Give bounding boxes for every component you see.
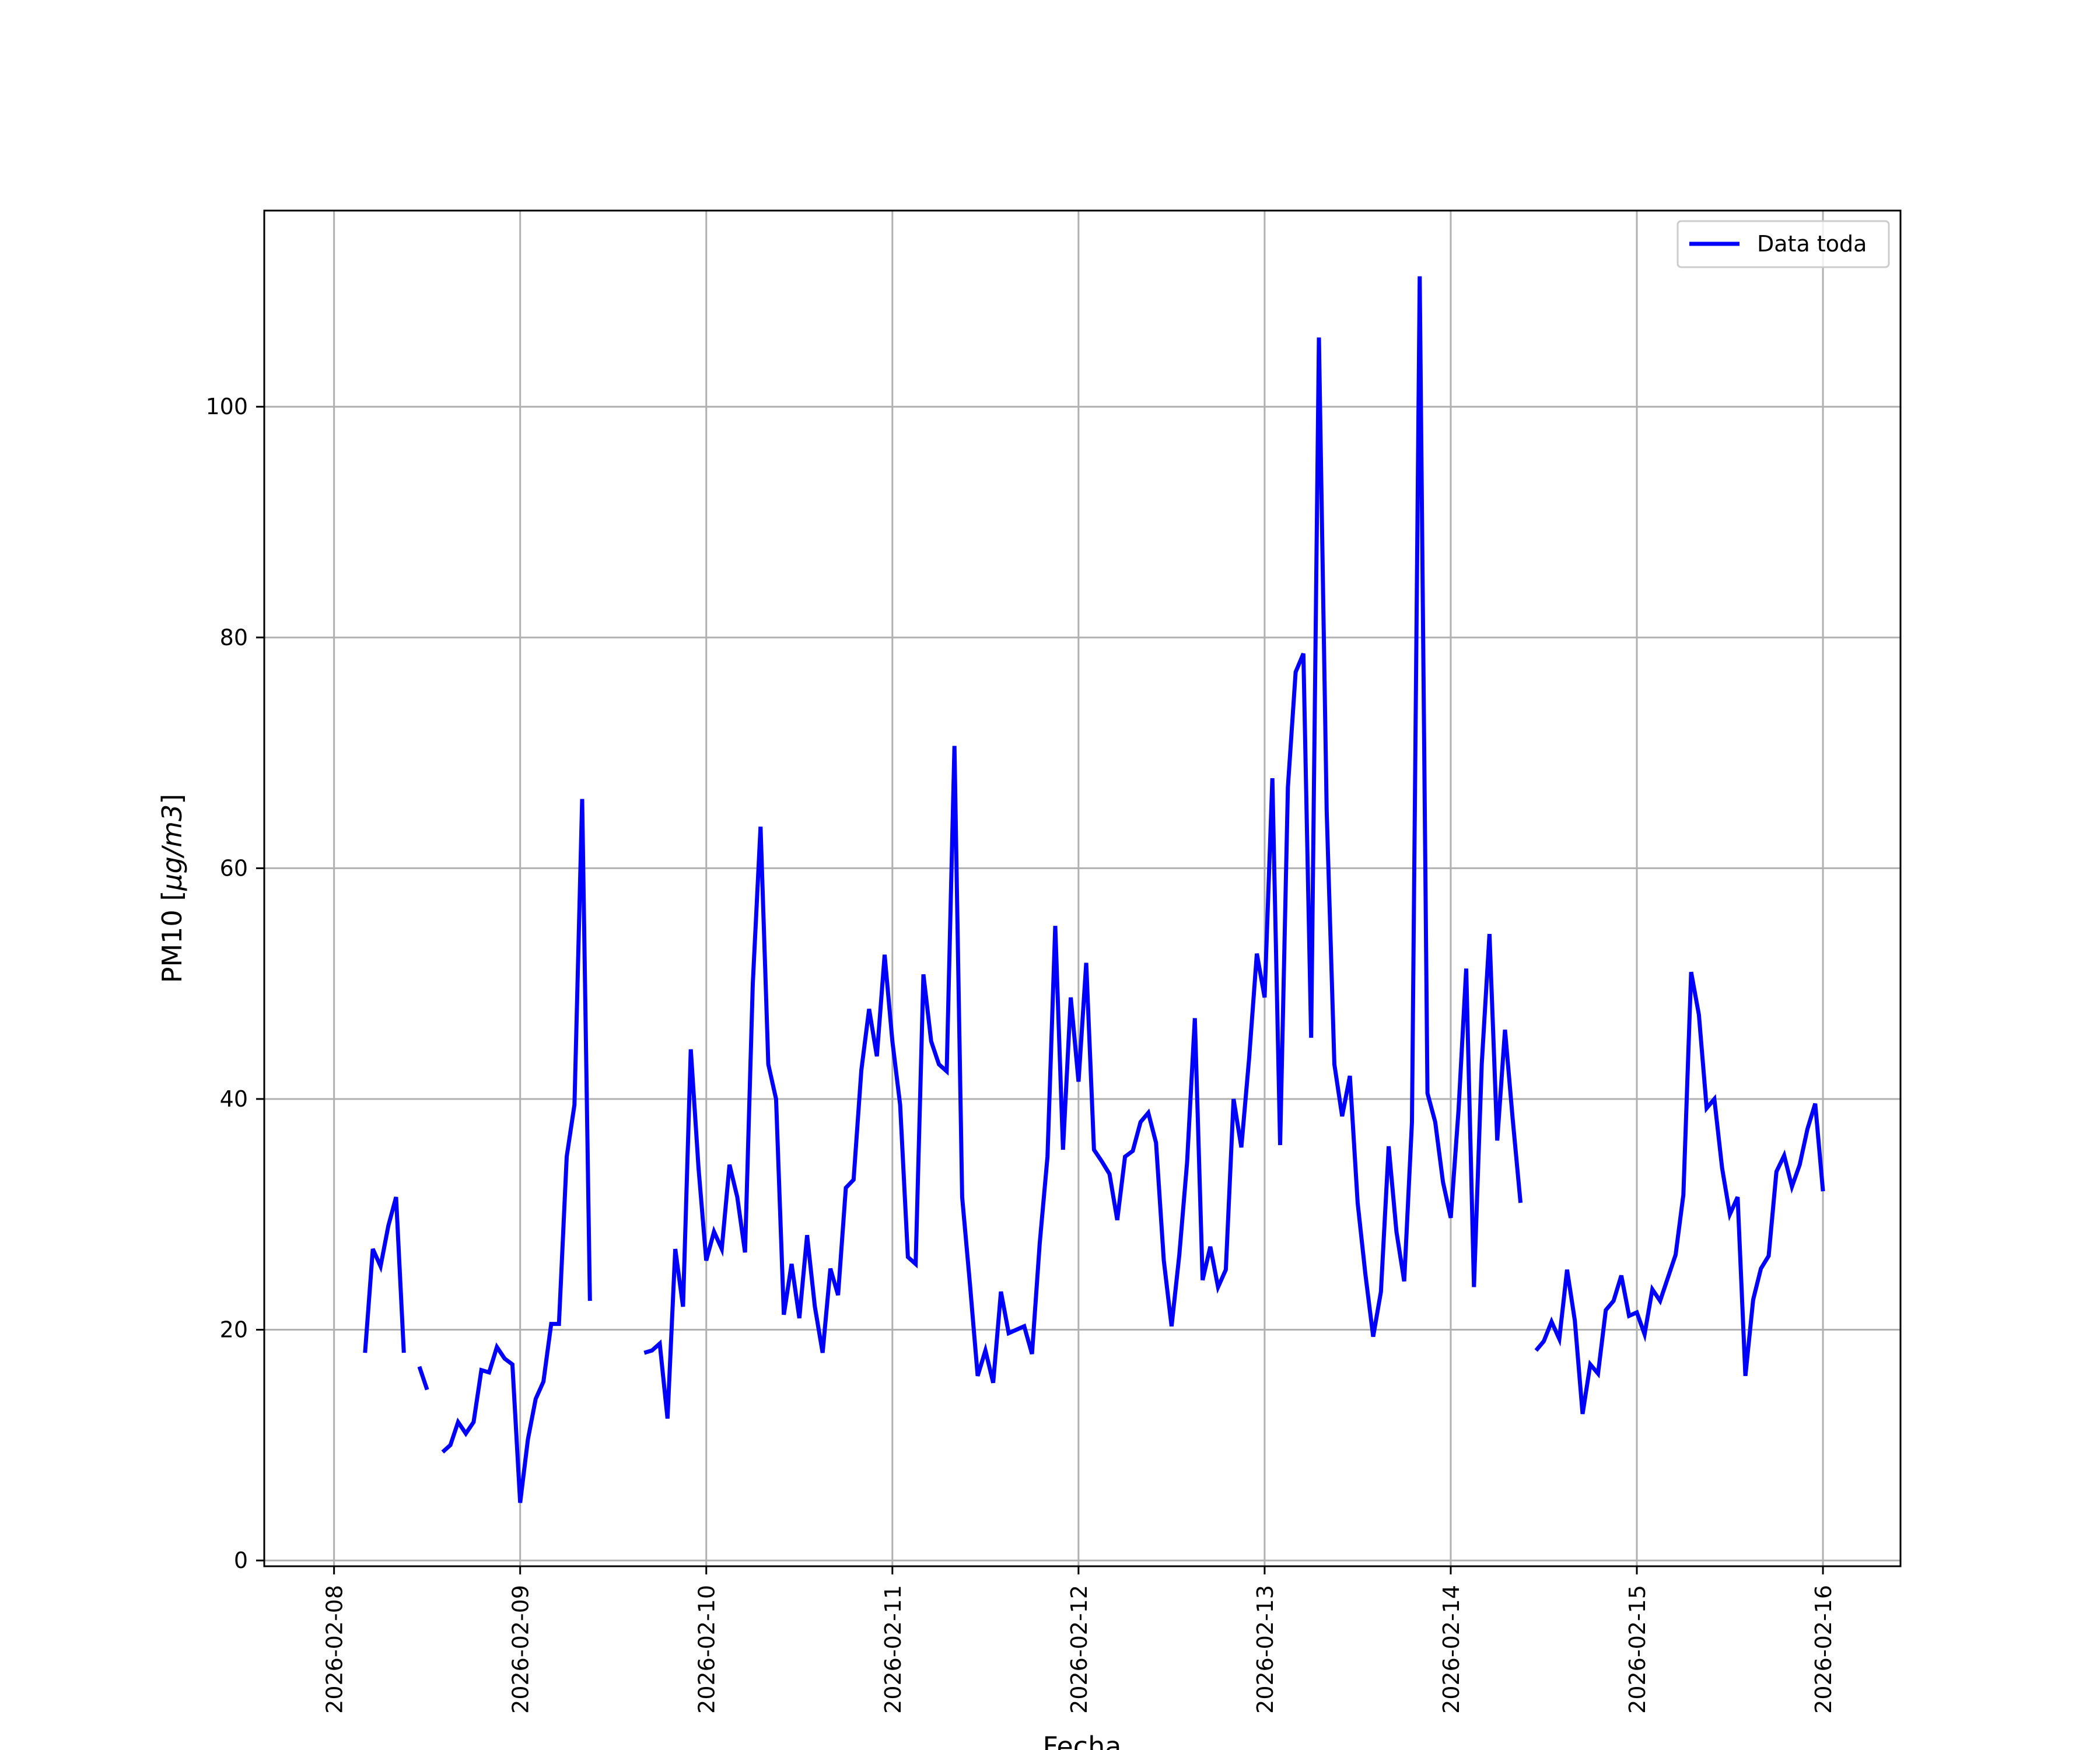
x-axis-label: Fecha xyxy=(1043,1731,1122,1750)
series-line-segment xyxy=(363,1196,406,1353)
legend-box xyxy=(1676,220,1890,268)
legend-label: Data toda xyxy=(1757,231,1867,257)
y-axis-label-unit: μg/m3 xyxy=(156,804,188,891)
x-axis-ticks: 2026-02-08 2026-02-09 2026-02-10 2026-02-11… xyxy=(322,1566,1836,1714)
series-line-segment xyxy=(417,1366,429,1391)
y-tick-label: 80 xyxy=(220,625,248,650)
x-tick-label: 2026-02-16 xyxy=(1811,1585,1836,1714)
series-line-segment xyxy=(441,799,592,1503)
y-tick-label: 60 xyxy=(220,855,248,881)
series-layer xyxy=(363,276,1825,1503)
y-axis-label-main: PM10 [ xyxy=(156,891,188,984)
x-tick-label: 2026-02-09 xyxy=(508,1585,534,1714)
grid xyxy=(264,211,1901,1566)
series-line-segment xyxy=(643,276,1523,1419)
x-tick-label: 2026-02-10 xyxy=(694,1585,720,1714)
plot-frame xyxy=(263,209,1902,1567)
y-tick-label: 40 xyxy=(220,1086,248,1112)
y-axis-label-end: ] xyxy=(156,794,188,804)
series-line-segment xyxy=(1534,971,1825,1415)
y-tick-label: 100 xyxy=(205,394,248,419)
x-tick-label: 2026-02-15 xyxy=(1625,1585,1650,1714)
y-tick-label: 0 xyxy=(234,1548,248,1573)
x-tick-label: 2026-02-14 xyxy=(1438,1585,1464,1714)
y-axis-label: PM10 [μg/m3] xyxy=(156,794,188,984)
legend: Data toda xyxy=(1676,220,1890,268)
x-tick-label: 2026-02-13 xyxy=(1252,1585,1278,1714)
y-axis-ticks: 0 20 40 60 80 100 xyxy=(205,394,264,1573)
x-tick-label: 2026-02-08 xyxy=(322,1585,348,1714)
x-tick-label: 2026-02-11 xyxy=(880,1585,906,1714)
x-tick-label: 2026-02-12 xyxy=(1066,1585,1092,1714)
y-tick-label: 20 xyxy=(220,1317,248,1343)
